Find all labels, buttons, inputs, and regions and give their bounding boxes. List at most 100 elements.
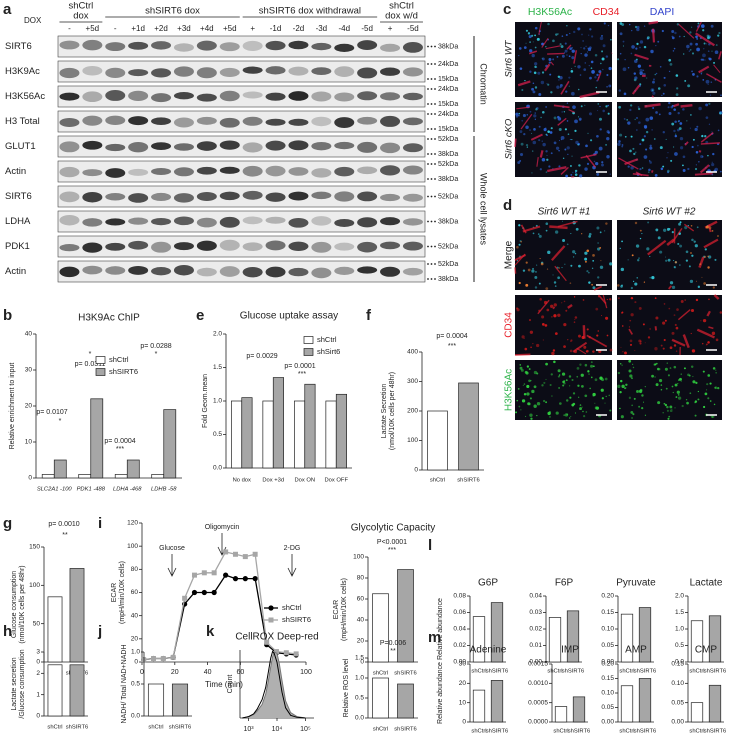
band: [219, 166, 240, 174]
y-tick-label: 80: [357, 575, 365, 582]
texture: [598, 117, 602, 121]
marker-dot: [434, 278, 436, 280]
texture: [590, 67, 593, 69]
texture: [570, 415, 572, 418]
texture: [547, 166, 567, 173]
texture: [566, 54, 568, 56]
texture: [557, 33, 559, 35]
annotation: P=0.006: [380, 640, 406, 647]
texture: [621, 240, 623, 243]
texture: [532, 41, 534, 43]
marker-label: 52kDa: [438, 193, 458, 200]
texture: [539, 150, 544, 158]
texture: [601, 34, 603, 37]
texture: [595, 307, 599, 311]
texture: [541, 37, 549, 48]
texture: [602, 44, 606, 48]
band: [265, 240, 286, 251]
texture: [597, 242, 599, 244]
y-tick-label: 200: [407, 408, 418, 415]
band: [402, 267, 423, 276]
y-axis-label: Fold Geom.mean: [202, 374, 209, 428]
texture: [597, 276, 600, 279]
band: [173, 91, 194, 100]
texture: [587, 370, 590, 373]
band: [128, 265, 149, 275]
band: [380, 217, 401, 226]
texture: [569, 32, 571, 35]
texture: [554, 332, 558, 336]
band: [82, 191, 103, 203]
texture: [572, 392, 576, 395]
y-tick-label: 100: [353, 554, 364, 561]
texture: [577, 143, 579, 146]
x-tick-label: Dox ON: [294, 478, 315, 484]
bar: [69, 568, 85, 663]
band: [219, 67, 240, 77]
texture: [540, 116, 542, 119]
texture: [529, 49, 533, 53]
y-tick-label: 0.05: [601, 704, 614, 711]
texture: [546, 268, 549, 270]
marker-dot: [427, 263, 429, 265]
x-tick-label: 10⁴: [272, 726, 283, 733]
texture: [668, 112, 672, 116]
band: [357, 191, 378, 202]
marker-label: 38kDa: [438, 43, 458, 50]
texture: [590, 60, 594, 64]
panel-letter: c: [503, 1, 511, 18]
texture: [568, 85, 570, 87]
series-line: [143, 551, 297, 661]
texture: [632, 366, 635, 369]
y-tick-label: 2.0: [213, 331, 222, 338]
texture: [604, 377, 608, 381]
point: [232, 576, 239, 582]
y-tick-label: 150: [29, 544, 40, 551]
texture: [691, 238, 694, 242]
texture: [624, 387, 626, 390]
texture: [677, 309, 691, 321]
texture: [610, 38, 612, 41]
texture: [585, 154, 597, 168]
marker-dot: [427, 195, 429, 198]
texture: [606, 155, 610, 159]
band: [311, 141, 332, 151]
texture: [717, 129, 720, 132]
bar: [151, 474, 165, 479]
texture: [653, 138, 656, 140]
texture: [705, 225, 709, 229]
texture: [651, 95, 655, 98]
band: [380, 165, 401, 176]
texture: [533, 370, 538, 375]
texture: [555, 146, 560, 150]
texture: [663, 338, 666, 342]
texture: [637, 107, 641, 111]
row-label: H3 Total: [5, 116, 40, 127]
texture: [694, 244, 698, 248]
texture: [532, 140, 537, 145]
band: [334, 43, 355, 53]
band: [357, 266, 378, 274]
marker-dot: [427, 78, 429, 80]
marker-dot: [427, 245, 429, 248]
texture: [609, 298, 612, 301]
texture: [652, 80, 655, 84]
texture: [538, 21, 542, 35]
texture: [687, 167, 690, 171]
texture: [677, 111, 680, 115]
texture: [622, 67, 627, 72]
marker-dot: [430, 153, 433, 155]
texture: [565, 379, 568, 382]
y-tick-label: 100: [127, 543, 138, 550]
marker-dot: [430, 220, 433, 223]
marker-label: 15kDa: [438, 126, 458, 133]
marker-label: 24kDa: [438, 86, 458, 93]
y-tick-label: 1: [36, 691, 40, 698]
texture: [599, 246, 602, 249]
texture: [696, 47, 700, 52]
band: [173, 66, 194, 77]
chart-title: F6P: [555, 578, 574, 589]
texture: [583, 68, 587, 71]
texture: [531, 87, 535, 91]
